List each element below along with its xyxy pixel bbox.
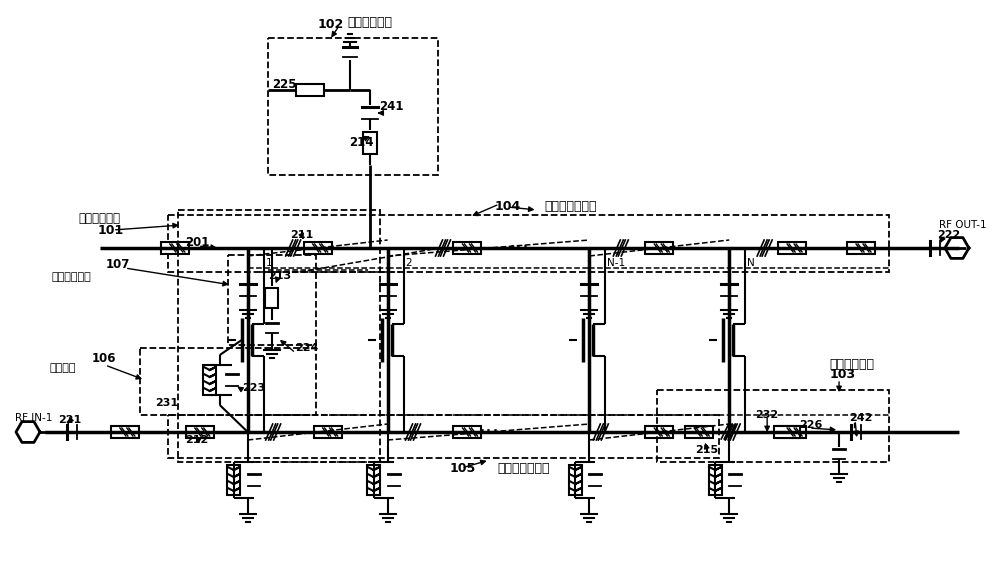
Text: 221: 221: [58, 415, 81, 425]
Bar: [203, 365, 216, 395]
Bar: [847, 242, 875, 254]
Text: 106: 106: [92, 351, 116, 365]
Bar: [186, 426, 214, 438]
Text: 102: 102: [318, 17, 344, 31]
Text: 211: 211: [290, 230, 313, 240]
Bar: [265, 288, 278, 308]
Bar: [161, 242, 189, 254]
Bar: [657, 390, 889, 462]
Text: 213: 213: [268, 271, 291, 281]
Text: N-1: N-1: [607, 258, 625, 268]
Bar: [314, 426, 342, 438]
Bar: [168, 415, 719, 458]
Bar: [304, 242, 332, 254]
Bar: [178, 210, 380, 462]
Text: 栅极偏置电路: 栅极偏置电路: [829, 358, 874, 372]
Text: 105: 105: [449, 461, 476, 475]
Text: 201: 201: [185, 235, 209, 249]
Bar: [453, 242, 481, 254]
Bar: [645, 426, 673, 438]
Text: 222: 222: [937, 230, 960, 240]
Text: 224: 224: [295, 343, 318, 353]
Bar: [227, 465, 240, 495]
Text: 2: 2: [406, 258, 412, 268]
Text: 242: 242: [849, 413, 872, 423]
Bar: [774, 426, 800, 438]
Text: 谐波匹配网络: 谐波匹配网络: [52, 272, 92, 282]
Text: 226: 226: [799, 420, 822, 430]
Text: 103: 103: [829, 369, 855, 381]
Bar: [111, 426, 139, 438]
Bar: [140, 348, 316, 415]
Text: 231: 231: [155, 398, 178, 408]
Text: ···: ···: [509, 238, 530, 258]
Bar: [569, 465, 582, 495]
Bar: [709, 465, 722, 495]
Bar: [778, 242, 806, 254]
Text: RF OUT-1: RF OUT-1: [939, 220, 987, 230]
Text: 225: 225: [272, 79, 296, 91]
Text: 104: 104: [494, 201, 521, 213]
Bar: [453, 426, 481, 438]
Text: 101: 101: [98, 224, 124, 236]
Text: 1: 1: [266, 258, 272, 268]
Text: 232: 232: [755, 410, 778, 420]
Text: RF IN-1: RF IN-1: [15, 413, 52, 423]
Bar: [685, 426, 713, 438]
Text: N: N: [747, 258, 755, 268]
Text: 214: 214: [350, 136, 374, 150]
Bar: [268, 38, 438, 175]
Text: 212: 212: [185, 435, 208, 445]
Text: 107: 107: [106, 258, 130, 272]
Text: 漏极人工传输线: 漏极人工传输线: [544, 201, 597, 213]
Text: 漏极偏置电路: 漏极偏置电路: [348, 16, 393, 28]
Text: 223: 223: [242, 383, 265, 393]
Bar: [363, 132, 377, 154]
Text: 功率输出单元: 功率输出单元: [78, 212, 120, 224]
Text: 215: 215: [695, 445, 718, 455]
Text: ···: ···: [479, 422, 500, 442]
Bar: [228, 255, 316, 345]
Text: 241: 241: [380, 101, 404, 113]
Text: 稳定网络: 稳定网络: [50, 363, 76, 373]
Text: 栅极人工传输线: 栅极人工传输线: [497, 461, 550, 475]
Bar: [168, 215, 889, 272]
Bar: [778, 426, 806, 438]
Bar: [367, 465, 380, 495]
Bar: [296, 84, 324, 96]
Bar: [645, 242, 673, 254]
